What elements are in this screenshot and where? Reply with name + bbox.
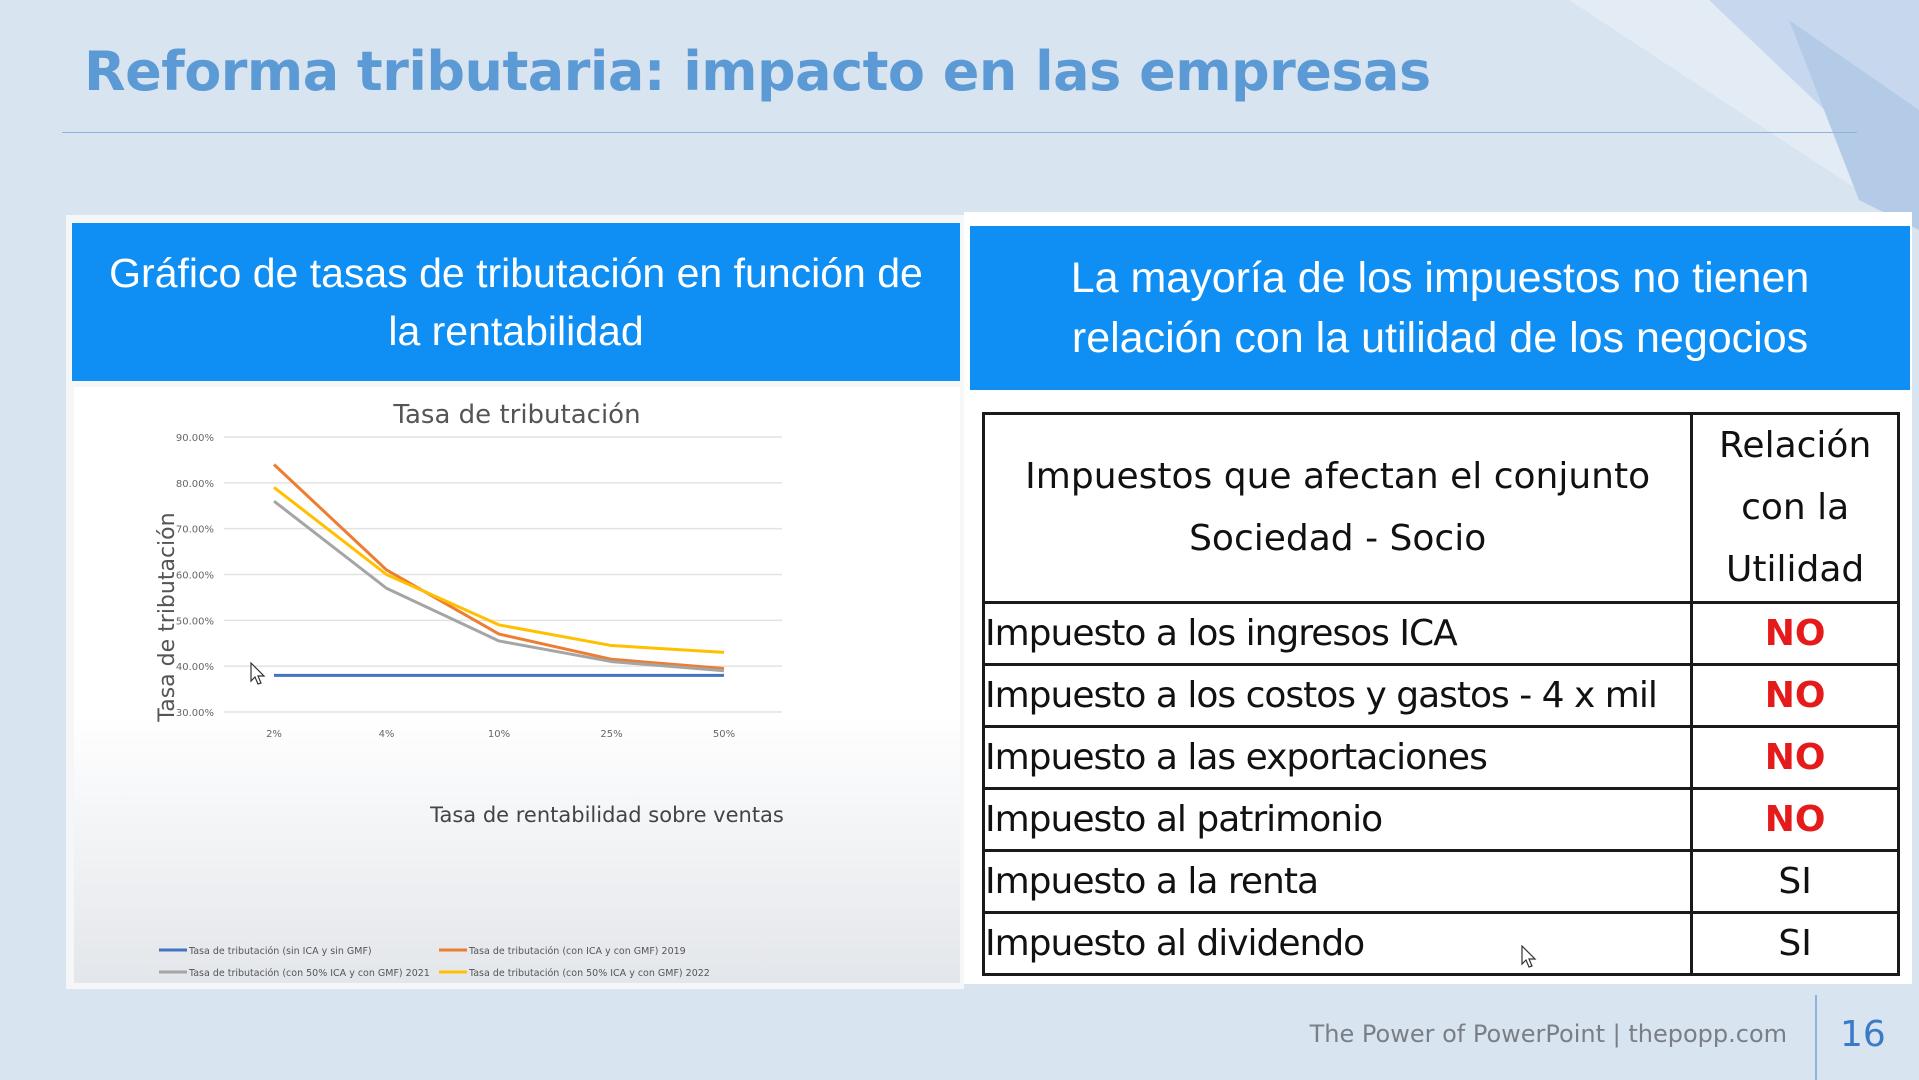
- title-divider: [62, 132, 1857, 133]
- relation-cell: NO: [1690, 663, 1900, 728]
- table-row: Impuesto al patrimonio NO: [981, 787, 1900, 852]
- chart-title: Tasa de tributación: [392, 400, 640, 430]
- mouse-cursor-icon: [1521, 945, 1537, 968]
- relation-cell: NO: [1690, 787, 1900, 852]
- chart-legend-label: Tasa de tributación (con ICA y con GMF) …: [468, 946, 686, 957]
- chart-y-tick-label: 90.00%: [176, 433, 214, 444]
- background-decoration: [1569, 0, 1919, 230]
- footer-divider: [1815, 995, 1817, 1080]
- chart-series-line: [273, 499, 725, 673]
- chart-x-axis-label: Tasa de rentabilidad sobre ventas: [429, 803, 784, 827]
- chart-x-tick-label: 10%: [488, 729, 510, 740]
- tax-name-cell: Impuesto a los costos y gastos - 4 x mil: [981, 663, 1694, 728]
- chart-svg: Tasa de tributación Tasa de tributación …: [155, 400, 784, 979]
- relation-cell: SI: [1690, 911, 1900, 976]
- chart-y-tick-label: 40.00%: [176, 662, 214, 673]
- chart-x-tick-label: 50%: [713, 729, 735, 740]
- table-row: Impuesto a las exportaciones NO: [981, 725, 1900, 790]
- tax-rate-chart: Tasa de tributación Tasa de tributación …: [74, 387, 960, 983]
- col-header-taxes: Impuestos que afectan el conjunto Socied…: [981, 412, 1694, 604]
- chart-y-axis-label: Tasa de tributación: [155, 512, 180, 722]
- chart-panel: Gráfico de tasas de tributación en funci…: [66, 215, 964, 989]
- chart-y-tick-label: 70.00%: [176, 525, 214, 536]
- chart-x-tick-label: 4%: [379, 729, 395, 740]
- col-header-taxes-line1: Impuestos que afectan el conjunto: [1025, 456, 1651, 497]
- chart-series-line: [272, 463, 725, 670]
- taxes-panel: La mayoría de los impuestos no tienen re…: [964, 212, 1912, 984]
- tax-name-cell: Impuesto a las exportaciones: [981, 725, 1694, 790]
- chart-x-tick-label: 2%: [266, 729, 282, 740]
- table-row: Impuesto a la renta SI: [981, 849, 1900, 914]
- table-header-row: Impuestos que afectan el conjunto Socied…: [981, 412, 1900, 604]
- col-header-taxes-line2: Sociedad - Socio: [1189, 518, 1487, 559]
- chart-y-tick-label: 60.00%: [176, 571, 214, 582]
- tax-name-cell: Impuesto al patrimonio: [981, 787, 1694, 852]
- col-header-relation-line2: con la: [1741, 487, 1850, 528]
- taxes-panel-header: La mayoría de los impuestos no tienen re…: [970, 226, 1910, 390]
- chart-panel-header: Gráfico de tasas de tributación en funci…: [72, 223, 960, 381]
- taxes-table: Impuestos que afectan el conjunto Socied…: [981, 412, 1900, 976]
- chart-y-tick-label: 50.00%: [176, 616, 214, 627]
- col-header-relation-line3: Utilidad: [1726, 549, 1865, 590]
- tax-name-cell: Impuesto al dividendo: [981, 911, 1694, 976]
- chart-y-tick-label: 80.00%: [176, 479, 214, 490]
- chart-legend-label: Tasa de tributación (con 50% ICA y con G…: [188, 968, 430, 979]
- footer-branding: The Power of PowerPoint | thepopp.com: [1309, 1020, 1787, 1048]
- table-row: Impuesto a los costos y gastos - 4 x mil…: [981, 663, 1900, 728]
- tax-name-cell: Impuesto a la renta: [981, 849, 1694, 914]
- relation-cell: NO: [1690, 725, 1900, 790]
- chart-y-tick-label: 30.00%: [176, 708, 214, 719]
- chart-legend-label: Tasa de tributación (sin ICA y sin GMF): [188, 946, 372, 957]
- chart-x-tick-label: 25%: [600, 729, 622, 740]
- table-row: Impuesto al dividendo SI: [981, 911, 1900, 976]
- chart-series-line: [273, 486, 725, 654]
- mouse-cursor-icon: [250, 662, 266, 685]
- slide-title: Reforma tributaria: impacto en las empre…: [84, 40, 1431, 103]
- chart-legend-label: Tasa de tributación (con 50% ICA y con G…: [468, 968, 710, 979]
- relation-cell: NO: [1690, 601, 1900, 666]
- page-number: 16: [1840, 1014, 1886, 1055]
- col-header-relation: Relación con la Utilidad: [1690, 412, 1900, 604]
- relation-cell: SI: [1690, 849, 1900, 914]
- col-header-relation-line1: Relación: [1719, 425, 1872, 466]
- tax-name-cell: Impuesto a los ingresos ICA: [981, 601, 1694, 666]
- table-row: Impuesto a los ingresos ICA NO: [981, 601, 1900, 666]
